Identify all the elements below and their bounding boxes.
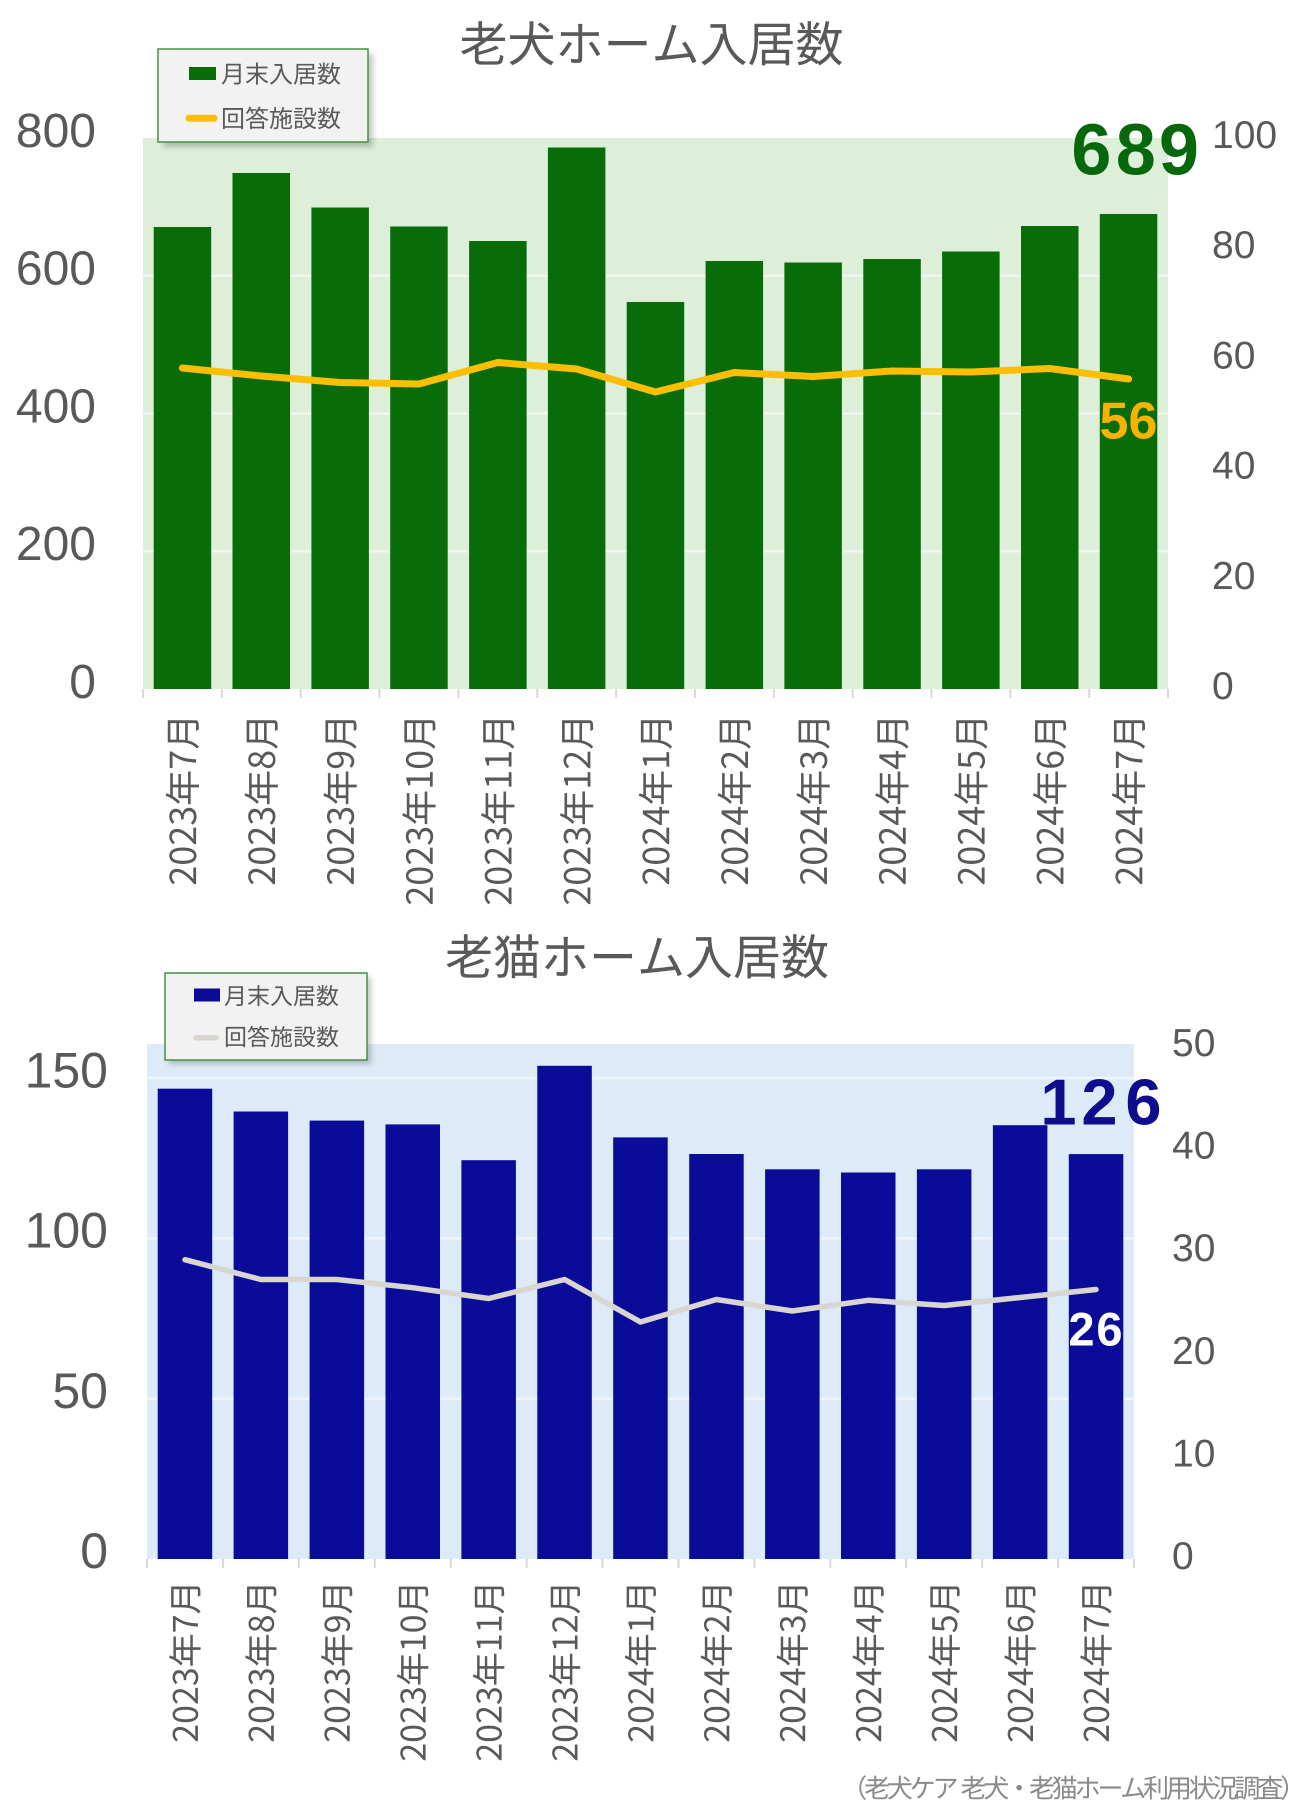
svg-text:9: 9: [1159, 111, 1199, 191]
svg-text:1: 1: [1040, 1066, 1076, 1139]
svg-text:6: 6: [1096, 1303, 1122, 1356]
svg-text:6: 6: [1125, 1066, 1161, 1139]
svg-text:400: 400: [16, 380, 96, 433]
svg-text:0: 0: [80, 1523, 108, 1579]
svg-text:10: 10: [1172, 1432, 1215, 1475]
svg-text:2: 2: [1081, 1066, 1117, 1139]
svg-text:800: 800: [16, 105, 96, 158]
svg-text:0: 0: [1172, 1535, 1194, 1578]
svg-text:40: 40: [1212, 445, 1255, 488]
svg-text:5: 5: [1100, 393, 1129, 451]
svg-text:150: 150: [25, 1042, 108, 1098]
svg-text:40: 40: [1172, 1125, 1215, 1168]
svg-text:50: 50: [1172, 1022, 1215, 1065]
svg-text:6: 6: [1129, 393, 1158, 451]
svg-text:20: 20: [1172, 1330, 1215, 1373]
svg-text:100: 100: [1212, 114, 1277, 157]
svg-text:50: 50: [52, 1363, 108, 1419]
svg-text:2: 2: [1068, 1303, 1094, 1356]
svg-text:30: 30: [1172, 1227, 1215, 1270]
svg-text:100: 100: [25, 1203, 108, 1259]
svg-text:60: 60: [1212, 334, 1255, 377]
svg-text:200: 200: [16, 518, 96, 571]
svg-text:20: 20: [1212, 555, 1255, 598]
svg-text:600: 600: [16, 243, 96, 296]
svg-text:6: 6: [1071, 111, 1111, 191]
svg-text:0: 0: [1212, 665, 1234, 708]
svg-text:8: 8: [1116, 111, 1156, 191]
svg-text:80: 80: [1212, 224, 1255, 267]
svg-text:0: 0: [69, 656, 96, 709]
